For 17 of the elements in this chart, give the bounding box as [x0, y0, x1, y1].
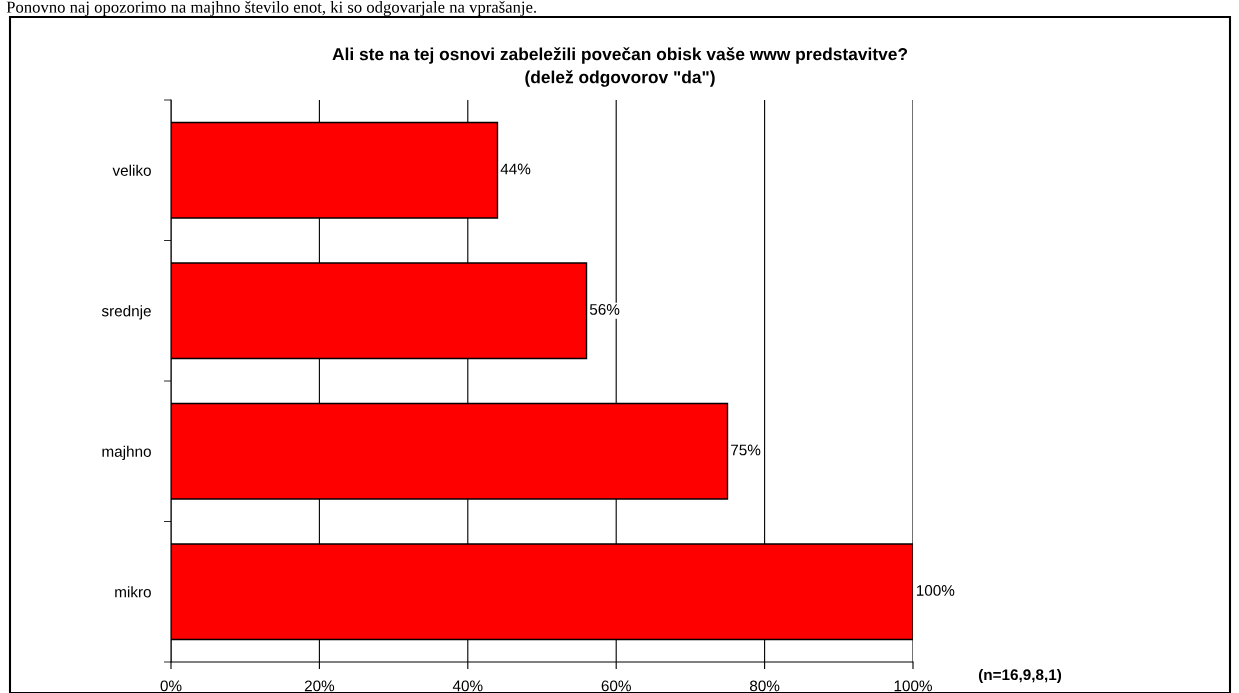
data-label: 56%: [589, 304, 620, 315]
data-label: 100%: [916, 585, 955, 596]
x-tick-label: 0%: [160, 680, 182, 692]
x-tick-label: 100%: [894, 680, 932, 692]
x-tick-label: 20%: [304, 680, 335, 692]
x-tick-label: 80%: [749, 680, 780, 692]
text: Ponovno naj opozorimo na majhno število enot, ki so odgovarjale na vprašanje.: [6, 1, 536, 17]
y-tick-label: srednje: [101, 305, 151, 320]
x-tick-label: 40%: [452, 680, 483, 692]
text: (n=16,9,8,1): [978, 668, 1062, 684]
data-label: 44%: [500, 163, 531, 175]
x-tick-label: 60%: [601, 680, 631, 692]
data-label: 75%: [731, 444, 761, 456]
y-tick-label: veliko: [112, 164, 151, 176]
chart-title: Ali ste na tej osnovi zabeležili povečan obisk vaše www predstavitve? (delež odgovorov "da"): [332, 47, 908, 87]
y-tick-label: mikro: [115, 586, 151, 598]
y-tick-label: majhno: [102, 445, 151, 460]
